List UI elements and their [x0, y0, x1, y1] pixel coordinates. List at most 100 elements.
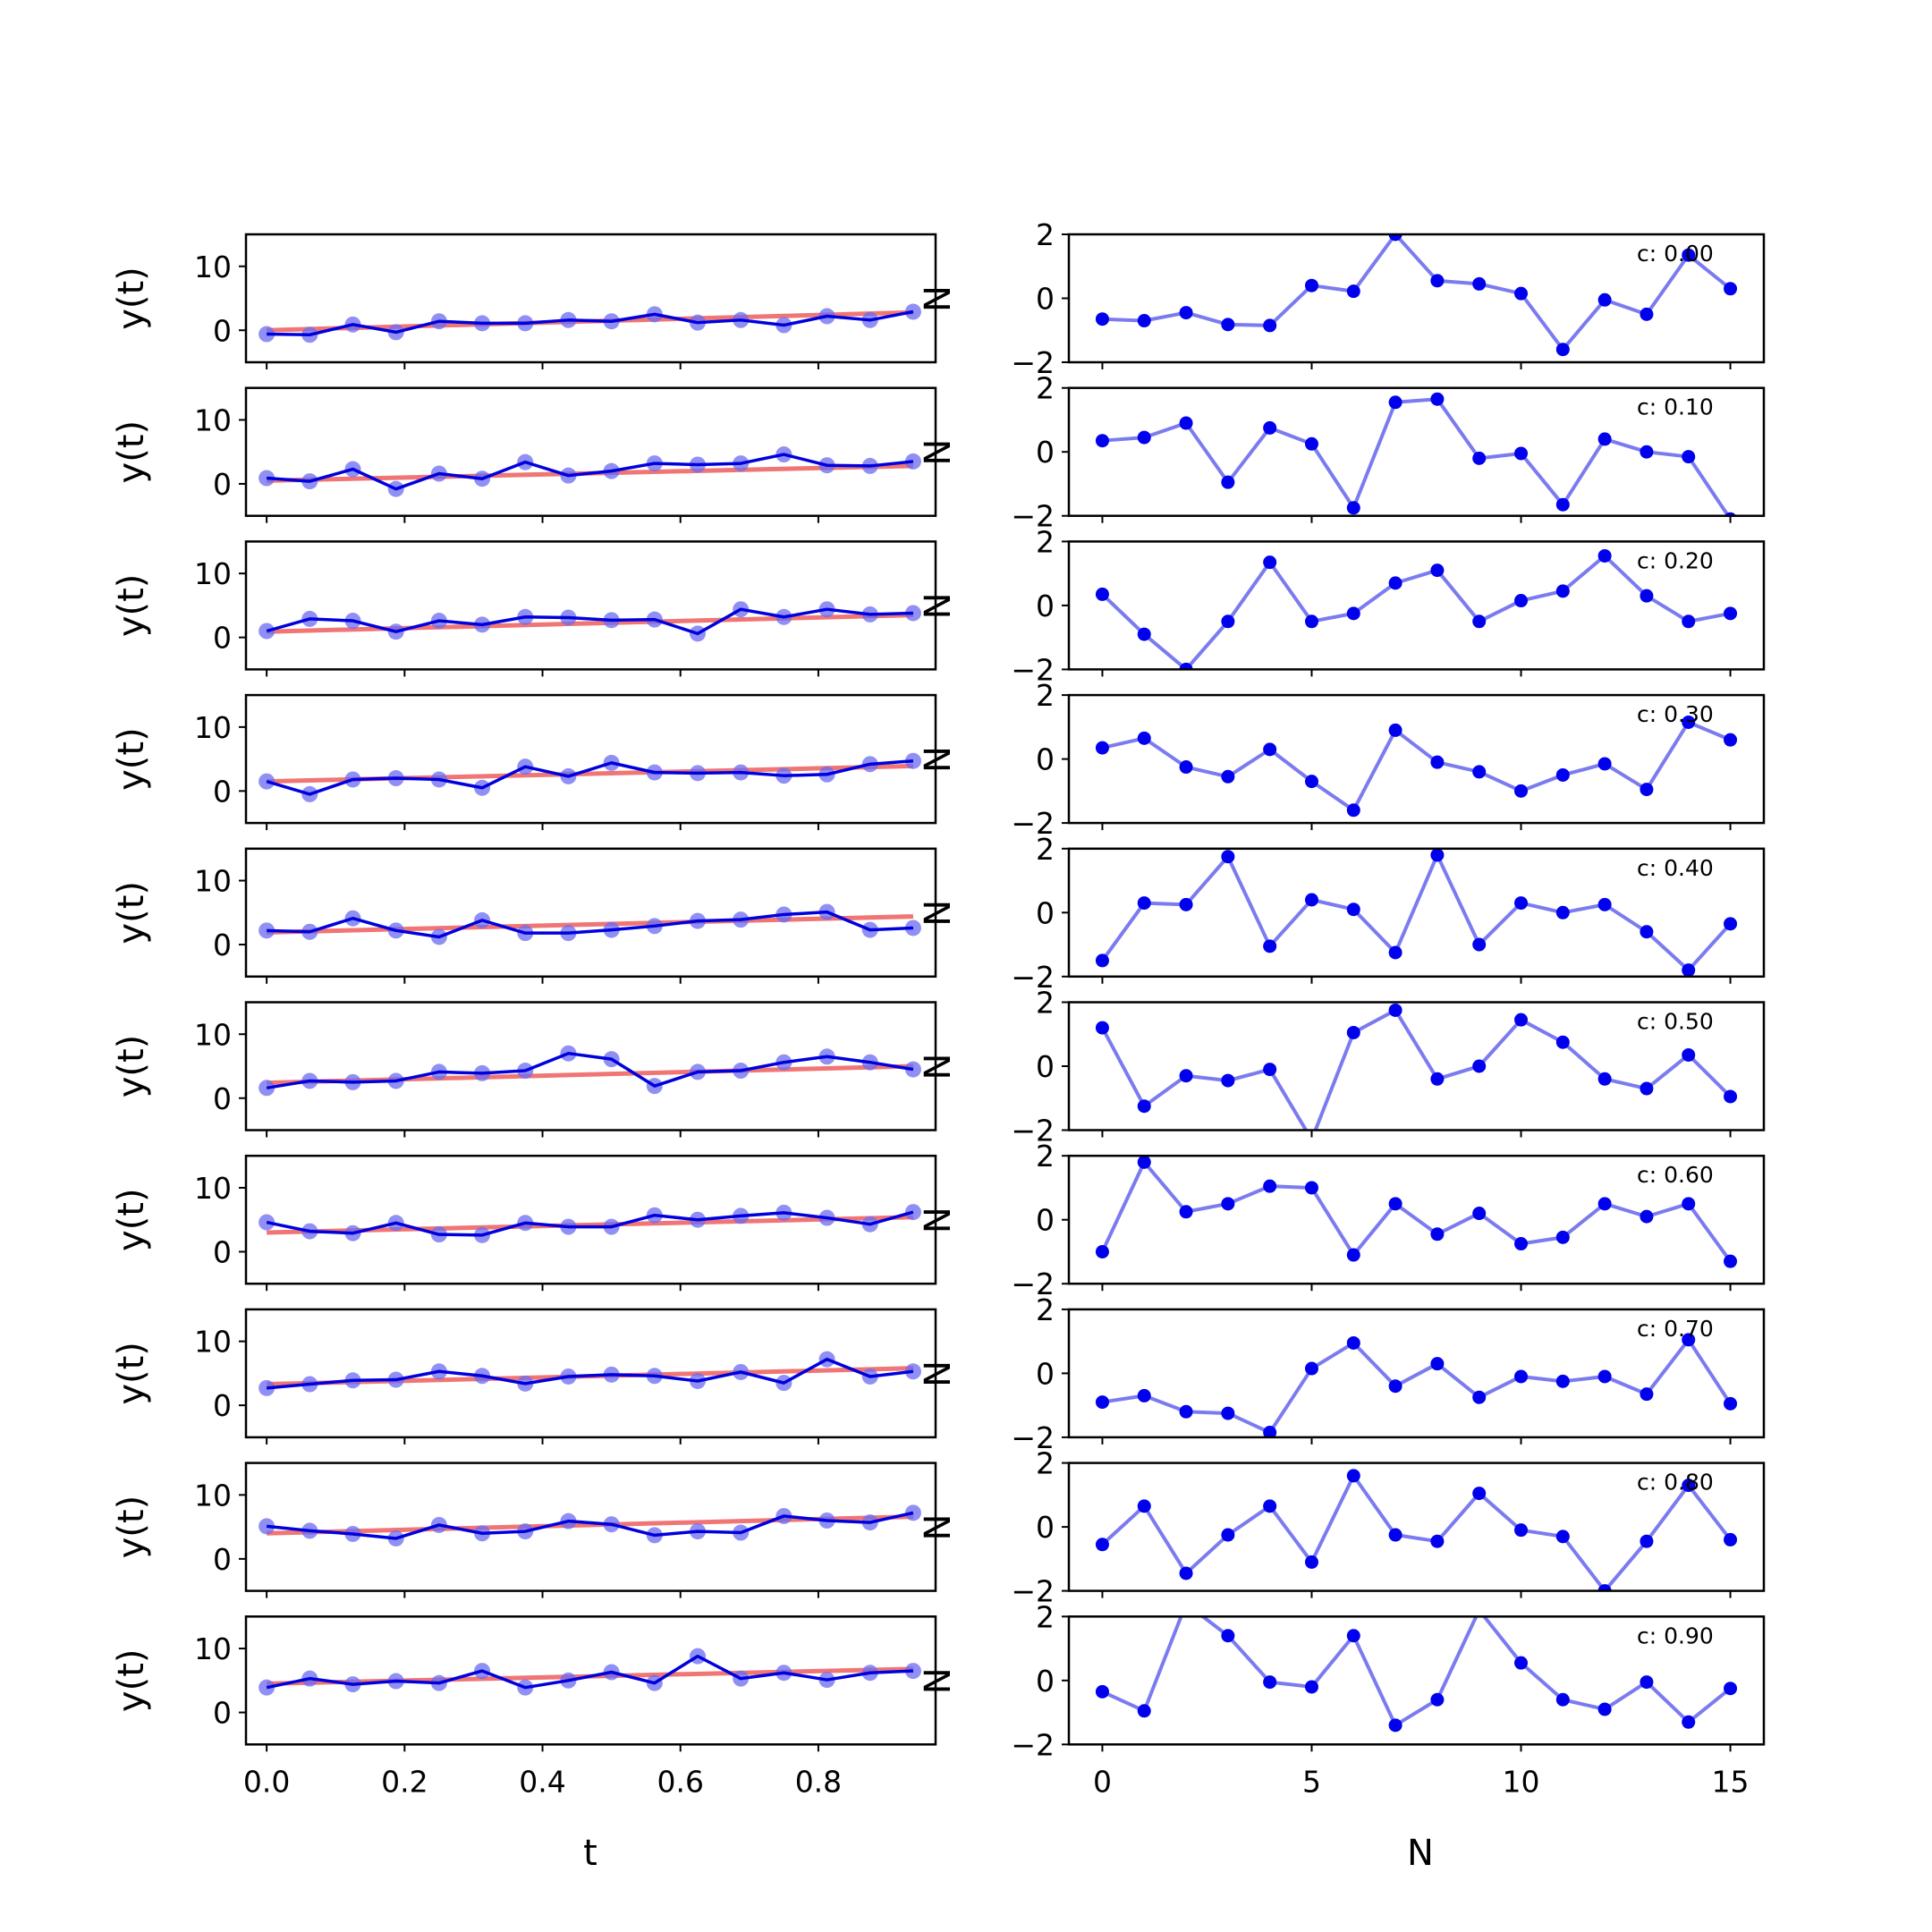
residual-panel-2: −2 0 2 c: 0.20 [1011, 524, 1766, 687]
residual-point [1682, 450, 1696, 464]
residual-point [1137, 627, 1151, 641]
y-tick-label: 0 [213, 1388, 232, 1423]
residual-point [1472, 276, 1487, 291]
residual-point [1095, 1244, 1109, 1258]
time-series-panel-7: 0 10 y(t) N [111, 1308, 959, 1445]
residual-point [1346, 284, 1360, 299]
residual-point [1514, 784, 1529, 798]
residual-point [1263, 1499, 1277, 1513]
residual-point [1346, 606, 1360, 621]
residual-point [1682, 614, 1696, 629]
y-tick-label: 0 [213, 313, 232, 348]
residual-point [1304, 1361, 1318, 1376]
residual-point [1388, 1528, 1402, 1542]
panels: 0 10 y(t) N −2 0 2 c: 0.00 0 10 y(t) N −2 0 2 c: 0.10 0 1… [111, 217, 1766, 1799]
residual-point [1263, 742, 1277, 757]
n-axis-label: N [918, 285, 959, 312]
plot-area [1095, 1333, 1738, 1437]
c-annotation: c: 0.40 [1637, 855, 1714, 881]
residual-point [1640, 1209, 1654, 1224]
residual-point [1095, 1538, 1109, 1552]
plot-area [258, 1648, 921, 1696]
residual-point [1221, 769, 1235, 784]
residual-point [1682, 963, 1696, 977]
plot-area [258, 303, 921, 343]
n-axis-label: N [918, 1360, 959, 1387]
residual-point [1137, 1499, 1151, 1513]
residual-line [1102, 234, 1732, 352]
y-tick-label: 0 [213, 1234, 232, 1269]
residual-point [1724, 917, 1738, 931]
time-series-panel-3: 0 10 y(t) N [111, 693, 959, 831]
plot-area [258, 1351, 921, 1396]
time-series-panel-1: 0 10 y(t) N [111, 386, 959, 523]
n-axis-label: N [918, 900, 959, 927]
residual-point [1179, 1566, 1193, 1580]
c-annotation: c: 0.50 [1637, 1009, 1714, 1035]
n-axis-label: N [918, 592, 959, 619]
y-tick-label: 2 [1036, 524, 1055, 559]
axes-frame [1067, 693, 1766, 825]
residual-point [1724, 1532, 1738, 1546]
n-axis-label: N [918, 746, 959, 773]
residual-point [1388, 1197, 1402, 1211]
plot-area [258, 1204, 921, 1243]
time-series-panel-9: 0 10 y(t) N 0.0 0.2 0.4 0.6 0.8 [111, 1615, 959, 1799]
residual-point [1430, 1357, 1445, 1371]
y-tick-label: 0 [1036, 282, 1055, 317]
y-tick-label: 0 [213, 467, 232, 502]
residual-point [1682, 1047, 1696, 1062]
plot-area [258, 1045, 921, 1097]
axes-frame [1067, 1615, 1766, 1746]
y-tick-label: −2 [1011, 652, 1055, 687]
x-tick-label: 0.6 [657, 1764, 703, 1799]
residual-point [1137, 1704, 1151, 1718]
residual-line [1102, 397, 1731, 516]
x-tick-label: 5 [1302, 1764, 1321, 1799]
axes-frame [244, 1308, 937, 1439]
y-tick-label: −2 [1011, 1727, 1055, 1762]
residual-point [1597, 757, 1612, 771]
y-tick-label: 0 [1036, 895, 1055, 930]
residual-point [1640, 1534, 1654, 1548]
y-tick-label: 0 [1036, 1049, 1055, 1084]
residual-point [1555, 1230, 1570, 1244]
c-annotation: c: 0.70 [1637, 1316, 1714, 1342]
residual-point [1095, 741, 1109, 755]
axes-frame [1067, 1154, 1766, 1285]
y-tick-label: −2 [1011, 499, 1055, 534]
residual-point [1221, 1629, 1235, 1643]
axes-frame [1067, 847, 1766, 979]
y-tick-label: 10 [194, 710, 232, 745]
residual-panel-8: −2 0 2 c: 0.80 [1011, 1446, 1766, 1609]
residual-point [1263, 555, 1277, 570]
residual-point [1179, 306, 1193, 320]
residual-point [1221, 1528, 1235, 1542]
residual-point [1477, 1616, 1481, 1617]
residual-point [1472, 451, 1487, 465]
x-tick-label: 0.0 [243, 1764, 290, 1799]
residual-panel-5: −2 0 2 c: 0.50 [1011, 986, 1766, 1148]
axes-frame [1067, 386, 1766, 517]
residual-point [1724, 1396, 1738, 1411]
data-line [267, 309, 914, 337]
residual-point [1304, 436, 1318, 451]
residual-point [1263, 1179, 1277, 1193]
c-annotation: c: 0.00 [1637, 241, 1714, 267]
residual-point [1095, 1395, 1109, 1410]
y-tick-label: 0 [1036, 1664, 1055, 1699]
axes-frame [244, 1154, 937, 1285]
residual-point [1682, 1715, 1696, 1729]
residual-point [1346, 1469, 1360, 1483]
y-tick-label: 2 [1036, 1292, 1055, 1327]
residual-point [1388, 723, 1402, 737]
residual-point [1597, 897, 1612, 911]
residual-point [1640, 307, 1654, 321]
left-x-axis-label: t [583, 1833, 597, 1874]
residual-point [1514, 594, 1529, 608]
right-x-axis-label: N [1407, 1833, 1434, 1874]
residual-point [1095, 434, 1109, 448]
residual-point [1095, 1021, 1109, 1035]
residual-point [1221, 1406, 1235, 1420]
y-axis-label: y(t) [111, 267, 152, 330]
